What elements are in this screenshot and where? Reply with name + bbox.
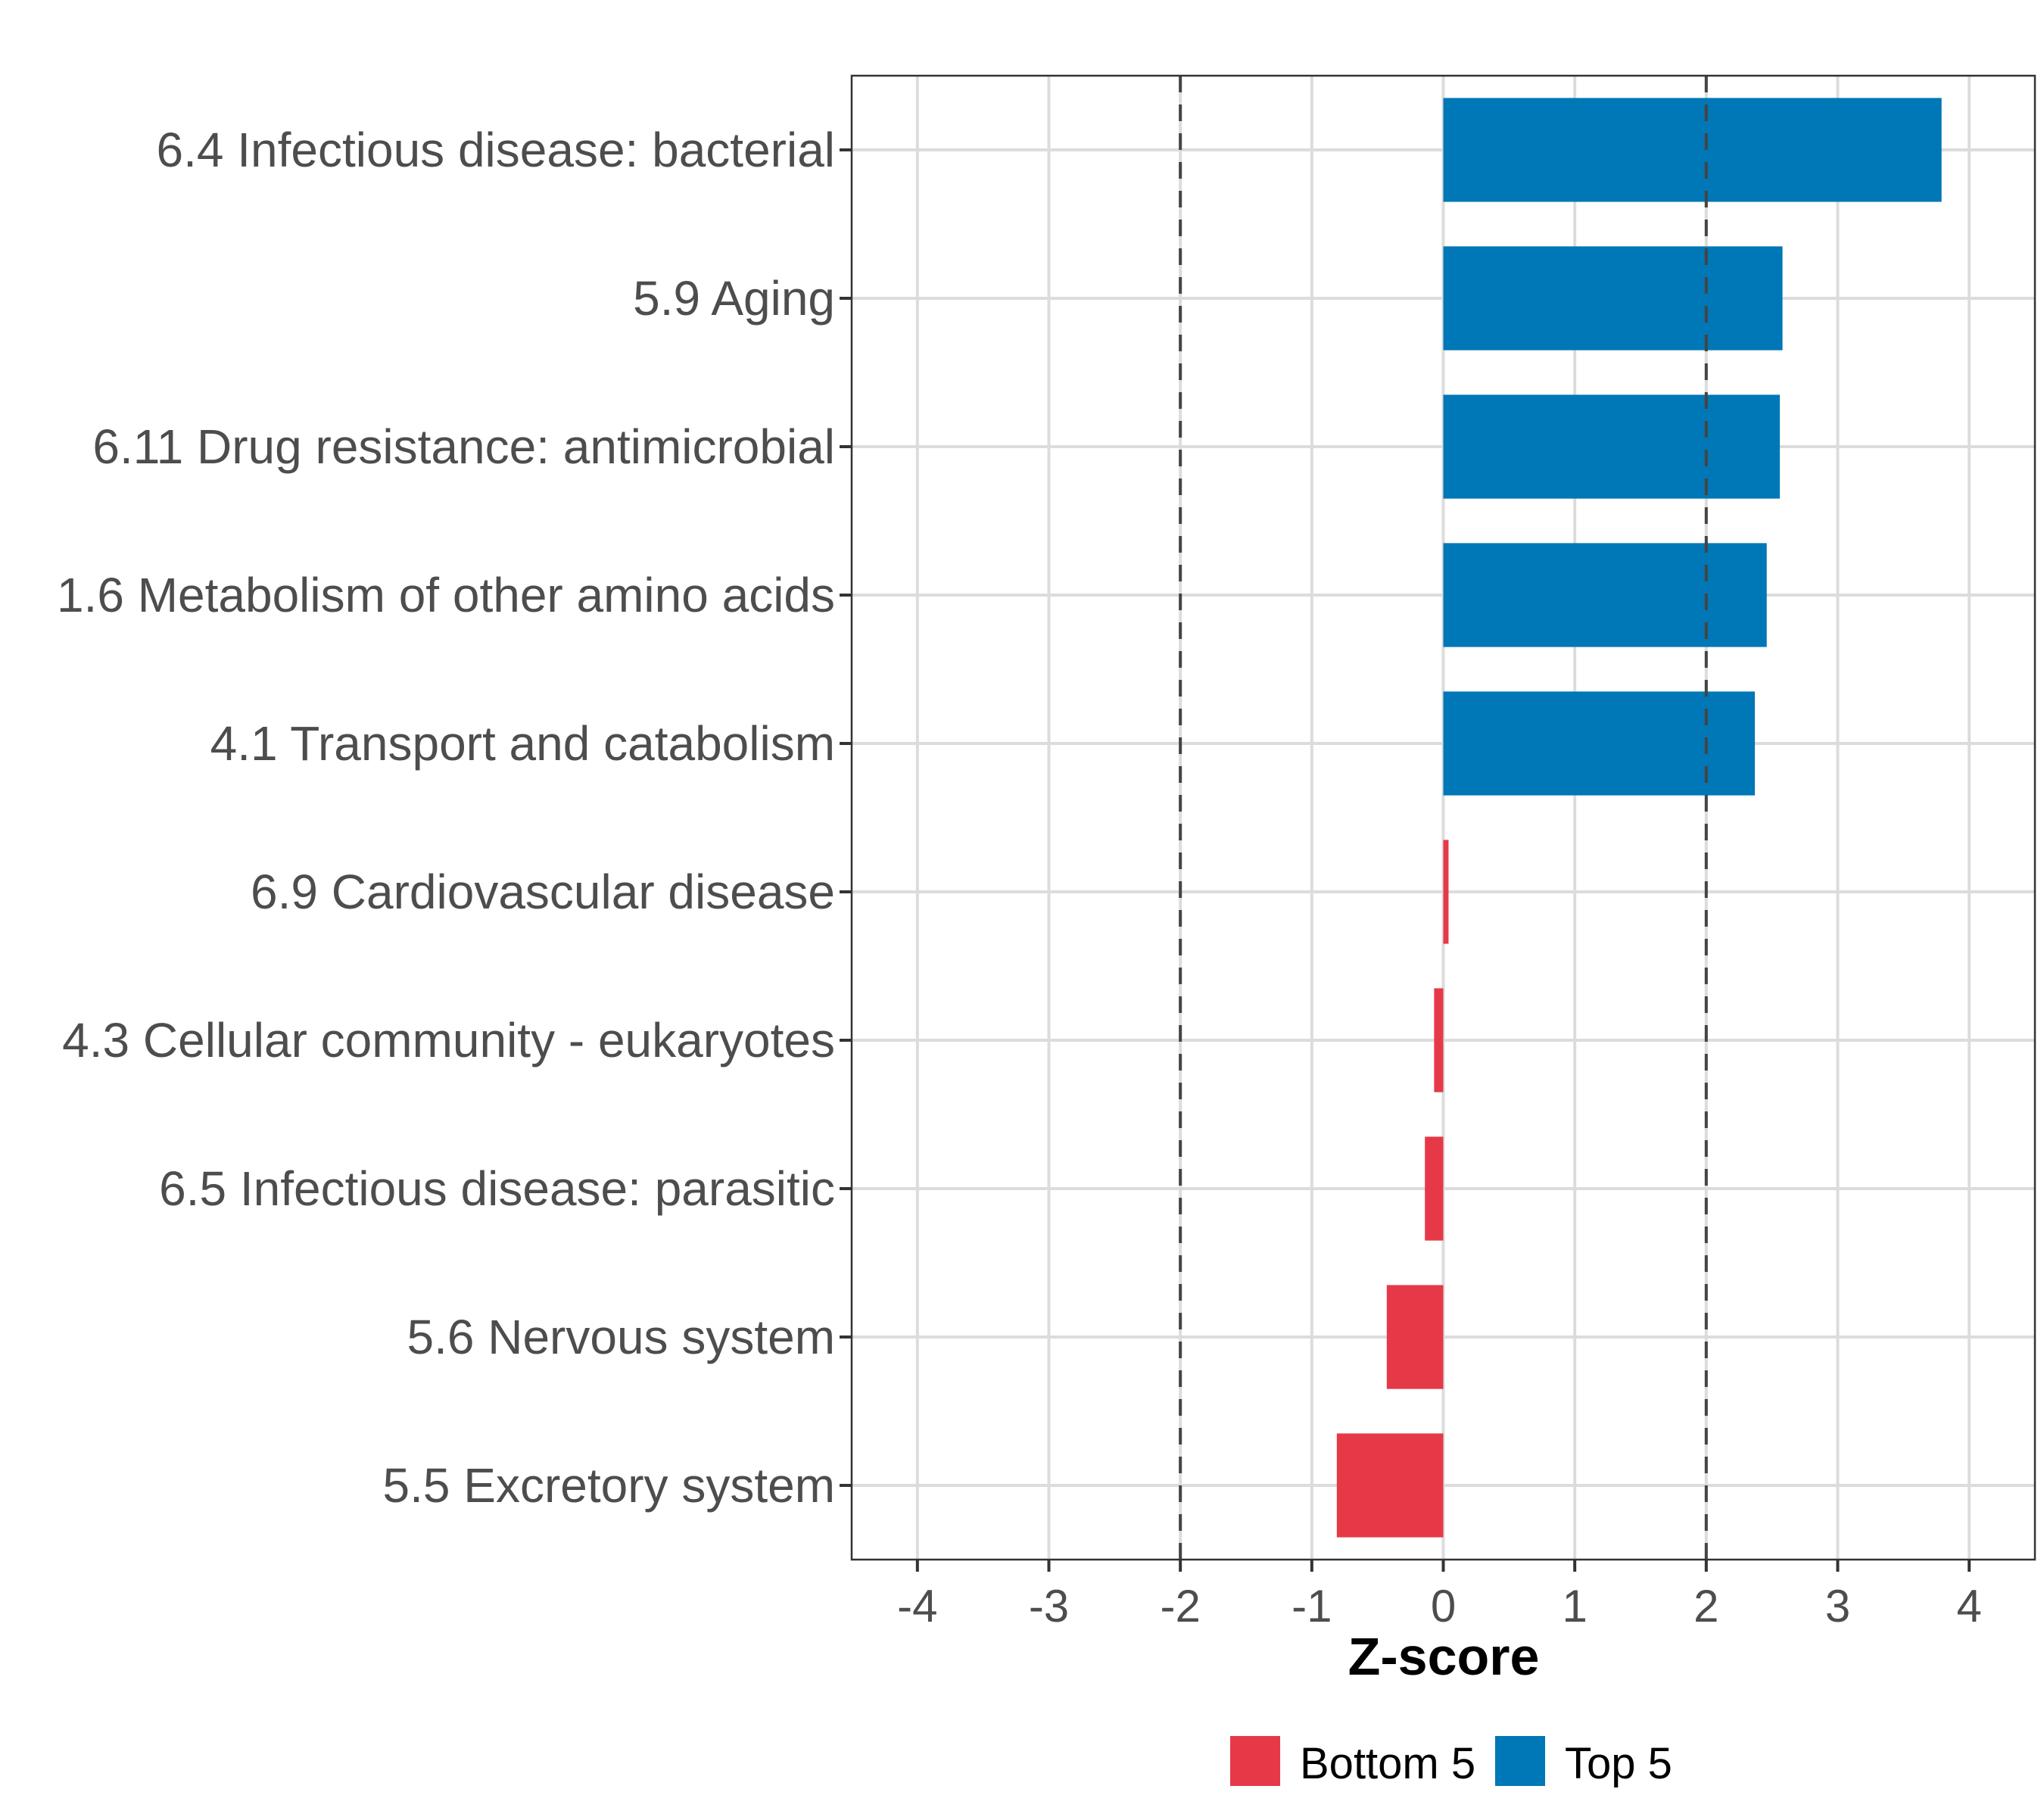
bar [1443, 543, 1767, 647]
bar [1386, 1285, 1444, 1389]
y-tick-label: 6.11 Drug resistance: antimicrobial [92, 419, 835, 474]
legend-label: Bottom 5 [1300, 1739, 1475, 1788]
x-tick-label: -3 [1029, 1581, 1069, 1632]
bar [1443, 98, 1942, 202]
legend-label: Top 5 [1565, 1739, 1672, 1788]
x-tick-label: 3 [1825, 1581, 1850, 1632]
y-tick-label: 5.9 Aging [633, 271, 835, 326]
x-tick-label: -4 [897, 1581, 937, 1632]
bar [1434, 988, 1444, 1092]
x-tick-label: 0 [1431, 1581, 1456, 1632]
x-tick-label: 2 [1693, 1581, 1718, 1632]
x-tick-label: -2 [1160, 1581, 1200, 1632]
y-axis: 6.4 Infectious disease: bacterial 5.9 Agi… [57, 123, 852, 1513]
bar [1443, 691, 1756, 796]
legend-key [1230, 1736, 1280, 1786]
y-tick-label: 6.4 Infectious disease: bacterial [156, 123, 835, 177]
y-tick-label: 5.5 Excretory system [383, 1458, 836, 1513]
y-tick-label: 6.5 Infectious disease: parasitic [159, 1161, 835, 1216]
y-tick-label: 1.6 Metabolism of other amino acids [57, 568, 835, 622]
x-gridlines [915, 76, 1971, 1560]
y-tick-label: 5.6 Nervous system [407, 1310, 835, 1364]
x-axis: -4 -3 -2 -1 0 1 2 3 4 [897, 1560, 1982, 1632]
x-tick-label: 1 [1562, 1581, 1587, 1632]
x-tick-label: 4 [1956, 1581, 1981, 1632]
bar [1425, 1136, 1444, 1241]
bar [1443, 840, 1449, 944]
y-tick-label: 6.9 Cardiovascular disease [251, 865, 835, 919]
x-axis-title: Z-score [1348, 1627, 1540, 1686]
legend: Bottom 5 Top 5 [1230, 1736, 1672, 1788]
x-tick-label: -1 [1292, 1581, 1332, 1632]
bar [1336, 1433, 1444, 1538]
y-tick-label: 4.3 Cellular community - eukaryotes [62, 1013, 835, 1067]
bar [1443, 246, 1783, 351]
bar [1443, 394, 1781, 499]
y-tick-label: 4.1 Transport and catabolism [210, 716, 835, 771]
legend-key [1495, 1736, 1545, 1786]
bars [1336, 98, 1942, 1538]
